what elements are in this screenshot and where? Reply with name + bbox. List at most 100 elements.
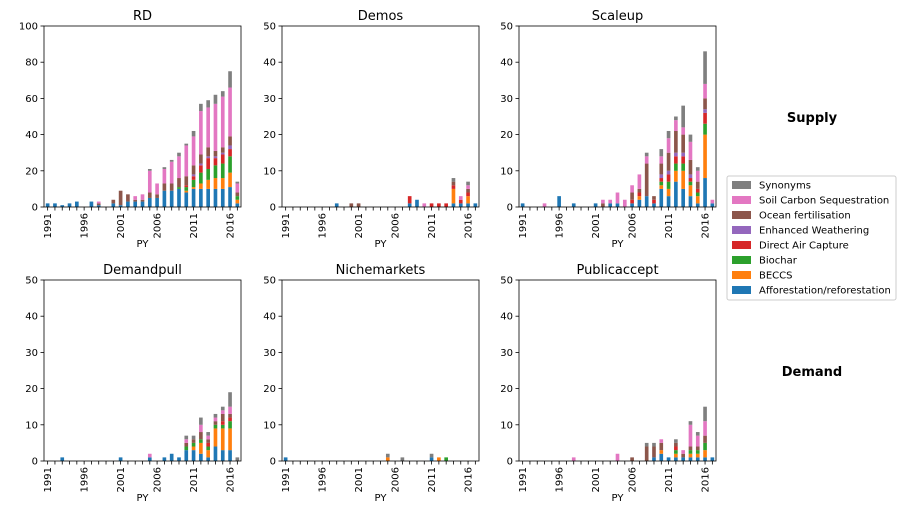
bar-segment xyxy=(220,413,225,422)
chart-title: RD xyxy=(133,9,152,24)
bar-segment xyxy=(652,446,656,458)
bar-segment xyxy=(220,154,225,164)
bar-segment xyxy=(184,187,189,191)
y-tick-label: 20 xyxy=(500,130,513,141)
bar-segment xyxy=(118,190,123,206)
y-tick-label: 60 xyxy=(25,94,38,105)
bar-segment xyxy=(637,174,642,189)
bar-segment xyxy=(140,199,145,202)
bar-segment xyxy=(191,435,196,440)
x-tick-label: 2011 xyxy=(189,467,200,492)
x-axis-label: PY xyxy=(137,493,150,504)
bar-segment xyxy=(184,190,189,193)
bar-segment xyxy=(695,435,700,447)
bar-segment xyxy=(674,120,678,131)
bar-segment xyxy=(695,188,700,193)
bar-segment xyxy=(630,199,634,204)
bar-segment xyxy=(133,196,138,200)
bar-segment xyxy=(659,163,664,175)
bar-segment xyxy=(630,457,634,461)
bar-segment xyxy=(520,203,525,207)
y-tick-label: 10 xyxy=(263,420,276,431)
x-tick-label: 2016 xyxy=(464,213,475,238)
bar-segment xyxy=(703,457,707,461)
bar-segment xyxy=(228,413,232,418)
bar-segment xyxy=(542,203,547,207)
bar-segment xyxy=(228,428,232,451)
x-tick-label: 2006 xyxy=(153,467,164,492)
bar-segment xyxy=(184,145,189,177)
bar-segment xyxy=(458,199,463,204)
bar-segment xyxy=(147,453,152,458)
bar-segment xyxy=(593,203,598,207)
y-tick-label: 20 xyxy=(25,384,38,395)
bar-segment xyxy=(228,87,232,137)
bar-segment xyxy=(681,134,685,153)
bar-segment xyxy=(206,435,210,440)
bar-segment xyxy=(177,457,181,461)
bar-segment xyxy=(191,187,196,189)
bar-segment xyxy=(191,136,196,166)
bar-segment xyxy=(644,156,649,164)
x-tick-label: 1996 xyxy=(555,467,566,492)
bar-segment xyxy=(659,178,664,182)
bar-segment xyxy=(199,424,203,433)
bar-segment xyxy=(652,457,656,461)
x-tick-label: 2016 xyxy=(464,467,475,492)
bar-segment xyxy=(213,421,218,425)
bar-segment xyxy=(437,203,441,207)
x-axis-label: PY xyxy=(612,239,625,250)
bar-segment xyxy=(688,134,693,142)
x-tick-label: 2011 xyxy=(664,213,675,238)
x-axis-label: PY xyxy=(137,239,150,250)
x-tick-label: 2011 xyxy=(427,467,438,492)
bar-segment xyxy=(666,188,671,197)
bar-segment xyxy=(429,453,434,458)
bar-segment xyxy=(235,203,240,207)
bar-segment xyxy=(126,194,130,202)
bar-segment xyxy=(191,165,196,175)
bar-segment xyxy=(220,163,225,179)
bar-segment xyxy=(652,203,656,207)
bar-segment xyxy=(220,410,225,414)
bar-segment xyxy=(644,446,649,461)
bar-segment xyxy=(155,194,159,198)
y-tick-label: 20 xyxy=(263,384,276,395)
bar-segment xyxy=(111,203,116,207)
bar-segment xyxy=(652,199,656,204)
y-tick-label: 0 xyxy=(270,457,276,468)
bar-segment xyxy=(630,192,634,200)
y-tick-label: 0 xyxy=(32,203,38,214)
bar-segment xyxy=(681,105,685,128)
bar-segment xyxy=(451,181,456,186)
bar-segment xyxy=(688,181,693,186)
bar-segment xyxy=(466,192,470,197)
bar-segment xyxy=(703,134,707,179)
bar-segment xyxy=(688,450,693,454)
bar-segment xyxy=(140,194,145,200)
bar-segment xyxy=(356,203,361,207)
chart-panel-rd: 0 20 40 60 80 100 1991 1996 2001 2006 2011 2016 PY RD xyxy=(19,9,242,250)
x-tick-label: 2001 xyxy=(354,213,365,238)
bar-segment xyxy=(334,203,339,207)
legend-label: Synonyms xyxy=(759,181,811,192)
bar-segment xyxy=(666,130,671,139)
bar-segment xyxy=(666,174,671,182)
bar-segment xyxy=(206,442,210,447)
y-tick-label: 30 xyxy=(500,348,513,359)
x-tick-label: 1991 xyxy=(43,213,54,238)
y-tick-label: 50 xyxy=(25,276,38,287)
bar-segment xyxy=(206,168,210,180)
bar-segment xyxy=(466,203,470,207)
chart-panel-publicaccept: 0 10 20 30 40 50 1991 1996 2001 2006 2011 2016 PY Pub… xyxy=(500,263,717,504)
legend-box xyxy=(726,175,897,301)
bar-segment xyxy=(429,457,434,461)
bar-segment xyxy=(162,167,167,169)
bar-segment xyxy=(659,185,664,189)
bar-segment xyxy=(235,457,240,461)
bar-segment xyxy=(637,188,642,193)
side-label-supply: Supply xyxy=(787,111,838,126)
bar-segment xyxy=(191,439,196,443)
bar-segment xyxy=(703,442,707,451)
